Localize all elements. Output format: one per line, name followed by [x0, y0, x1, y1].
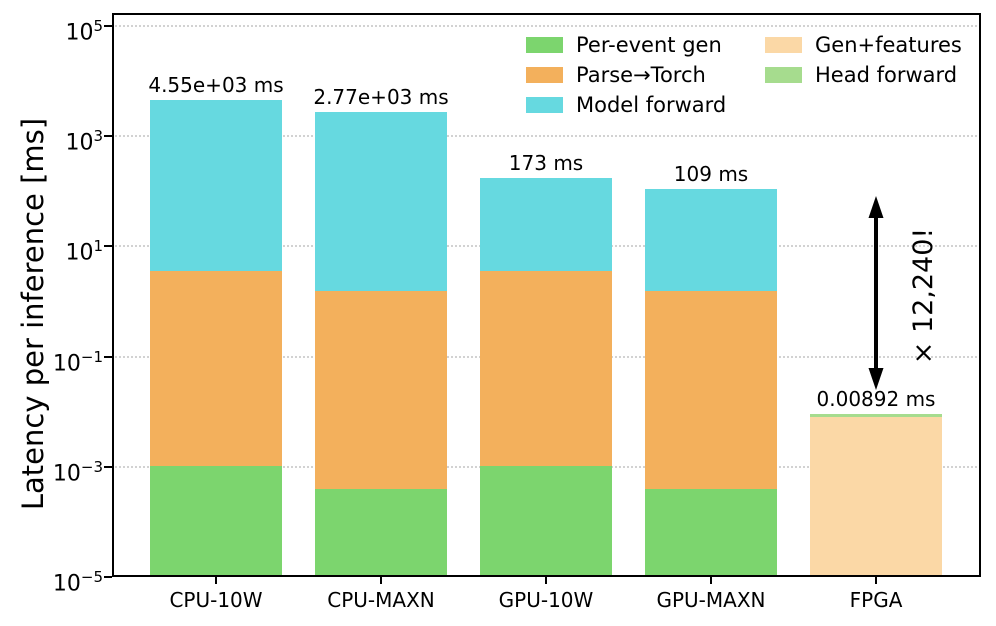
x-tick-label: CPU-10W: [169, 588, 263, 612]
y-tick-label: 10−5: [52, 568, 103, 597]
y-tick-mark: [104, 135, 112, 138]
bar-segment: [480, 178, 612, 271]
x-tick-label: FPGA: [849, 588, 903, 612]
bar-segment: [480, 465, 612, 577]
legend-label: Gen+features: [815, 33, 962, 57]
bar-segment: [480, 270, 612, 466]
arrow-head-top: [868, 196, 884, 218]
bar-segment: [150, 465, 282, 577]
y-tick-mark: [104, 245, 112, 248]
y-tick-label: 103: [65, 127, 103, 156]
bar-value-label: 4.55e+03 ms: [148, 72, 284, 97]
legend-label: Parse→Torch: [576, 63, 706, 87]
bar-segment: [645, 488, 777, 577]
legend-swatch: [526, 97, 563, 113]
gridline: [112, 25, 981, 27]
x-tick-mark: [710, 577, 712, 584]
bar-segment: [810, 414, 942, 418]
x-tick-mark: [215, 577, 217, 584]
y-tick-mark: [104, 355, 112, 358]
legend-item: Parse→Torch: [526, 60, 726, 90]
legend-column: Per-event gen Parse→Torch Model forward: [526, 30, 726, 120]
y-tick-label: 10−1: [52, 347, 103, 376]
bar-value-label: 173 ms: [508, 151, 584, 176]
bar-value-label: 2.77e+03 ms: [313, 84, 449, 109]
bar-segment: [810, 417, 942, 577]
x-tick-mark: [545, 577, 547, 584]
bar-segment: [645, 189, 777, 291]
legend-swatch: [526, 67, 563, 83]
bar-segment: [315, 488, 447, 577]
bar-segment: [150, 99, 282, 271]
legend-item: Head forward: [765, 60, 962, 90]
x-tick-mark: [875, 577, 877, 584]
legend-column: Gen+features Head forward: [765, 30, 962, 90]
bar-value-label: 0.00892 ms: [816, 387, 936, 412]
legend-swatch: [765, 37, 802, 53]
legend-item: Model forward: [526, 90, 726, 120]
y-tick-mark: [104, 465, 112, 468]
x-tick-label: GPU-10W: [498, 588, 594, 612]
y-tick-mark: [104, 25, 112, 27]
bar-value-label: 109 ms: [673, 162, 749, 187]
bar-segment: [645, 291, 777, 489]
bar-segment: [315, 291, 447, 489]
legend-item: Per-event gen: [526, 30, 726, 60]
x-tick-label: CPU-MAXN: [327, 588, 435, 612]
x-tick-mark: [380, 577, 382, 584]
legend-label: Head forward: [815, 63, 958, 87]
legend-item: Gen+features: [765, 30, 962, 60]
legend-swatch: [526, 37, 563, 53]
legend-label: Per-event gen: [576, 33, 722, 57]
speedup-annotation: × 12,240!: [908, 227, 939, 365]
legend-swatch: [765, 67, 802, 83]
y-tick-label: 105: [65, 17, 103, 46]
y-tick-mark: [104, 576, 112, 578]
gridline: [112, 135, 981, 138]
bar-segment: [315, 111, 447, 291]
bar-segment: [150, 270, 282, 466]
legend-label: Model forward: [576, 93, 727, 117]
y-tick-label: 10−3: [52, 457, 103, 487]
y-tick-label: 101: [65, 237, 103, 266]
x-tick-label: GPU-MAXN: [656, 588, 766, 612]
